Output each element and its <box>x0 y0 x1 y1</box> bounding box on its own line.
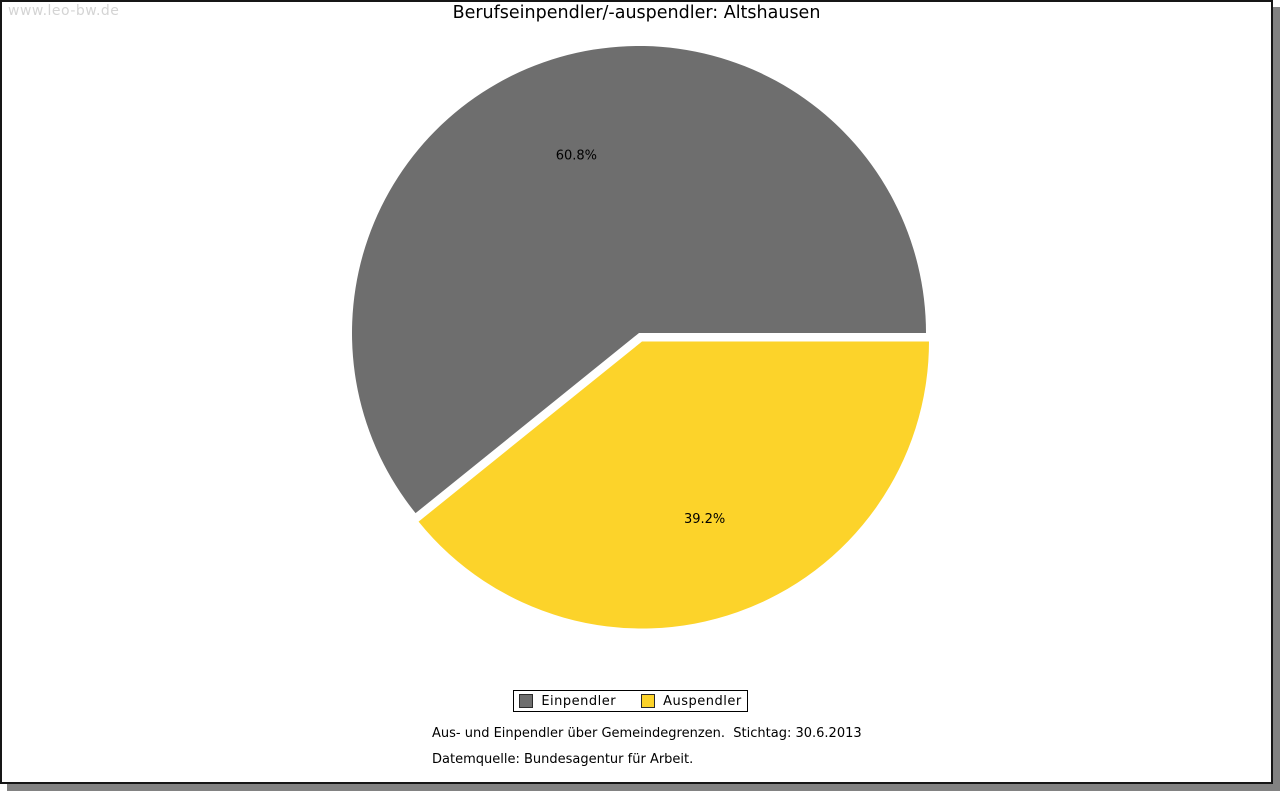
legend-swatch-auspendler <box>641 694 656 708</box>
legend-item-auspendler: Auspendler <box>641 694 742 709</box>
footnote-stichtag: Aus- und Einpendler über Gemeindegrenzen… <box>432 726 862 741</box>
watermark-text: www.leo-bw.de <box>8 3 120 19</box>
legend-item-einpendler: Einpendler <box>519 694 616 709</box>
legend-box: Einpendler Auspendler <box>513 690 748 712</box>
chart-title: Berufseinpendler/-auspendler: Altshausen <box>452 3 821 23</box>
pie-slice-einpendler <box>352 46 926 514</box>
pie-slice-value-label: 60.8% <box>556 149 597 164</box>
pie-slice-value-label: 39.2% <box>684 512 725 527</box>
footnote-datenquelle: Datemquelle: Bundesagentur für Arbeit. <box>432 752 694 767</box>
pie-slice-auspendler <box>418 341 929 629</box>
legend-label: Auspendler <box>663 693 742 709</box>
legend-swatch-einpendler <box>519 694 534 708</box>
legend-label: Einpendler <box>541 693 617 709</box>
